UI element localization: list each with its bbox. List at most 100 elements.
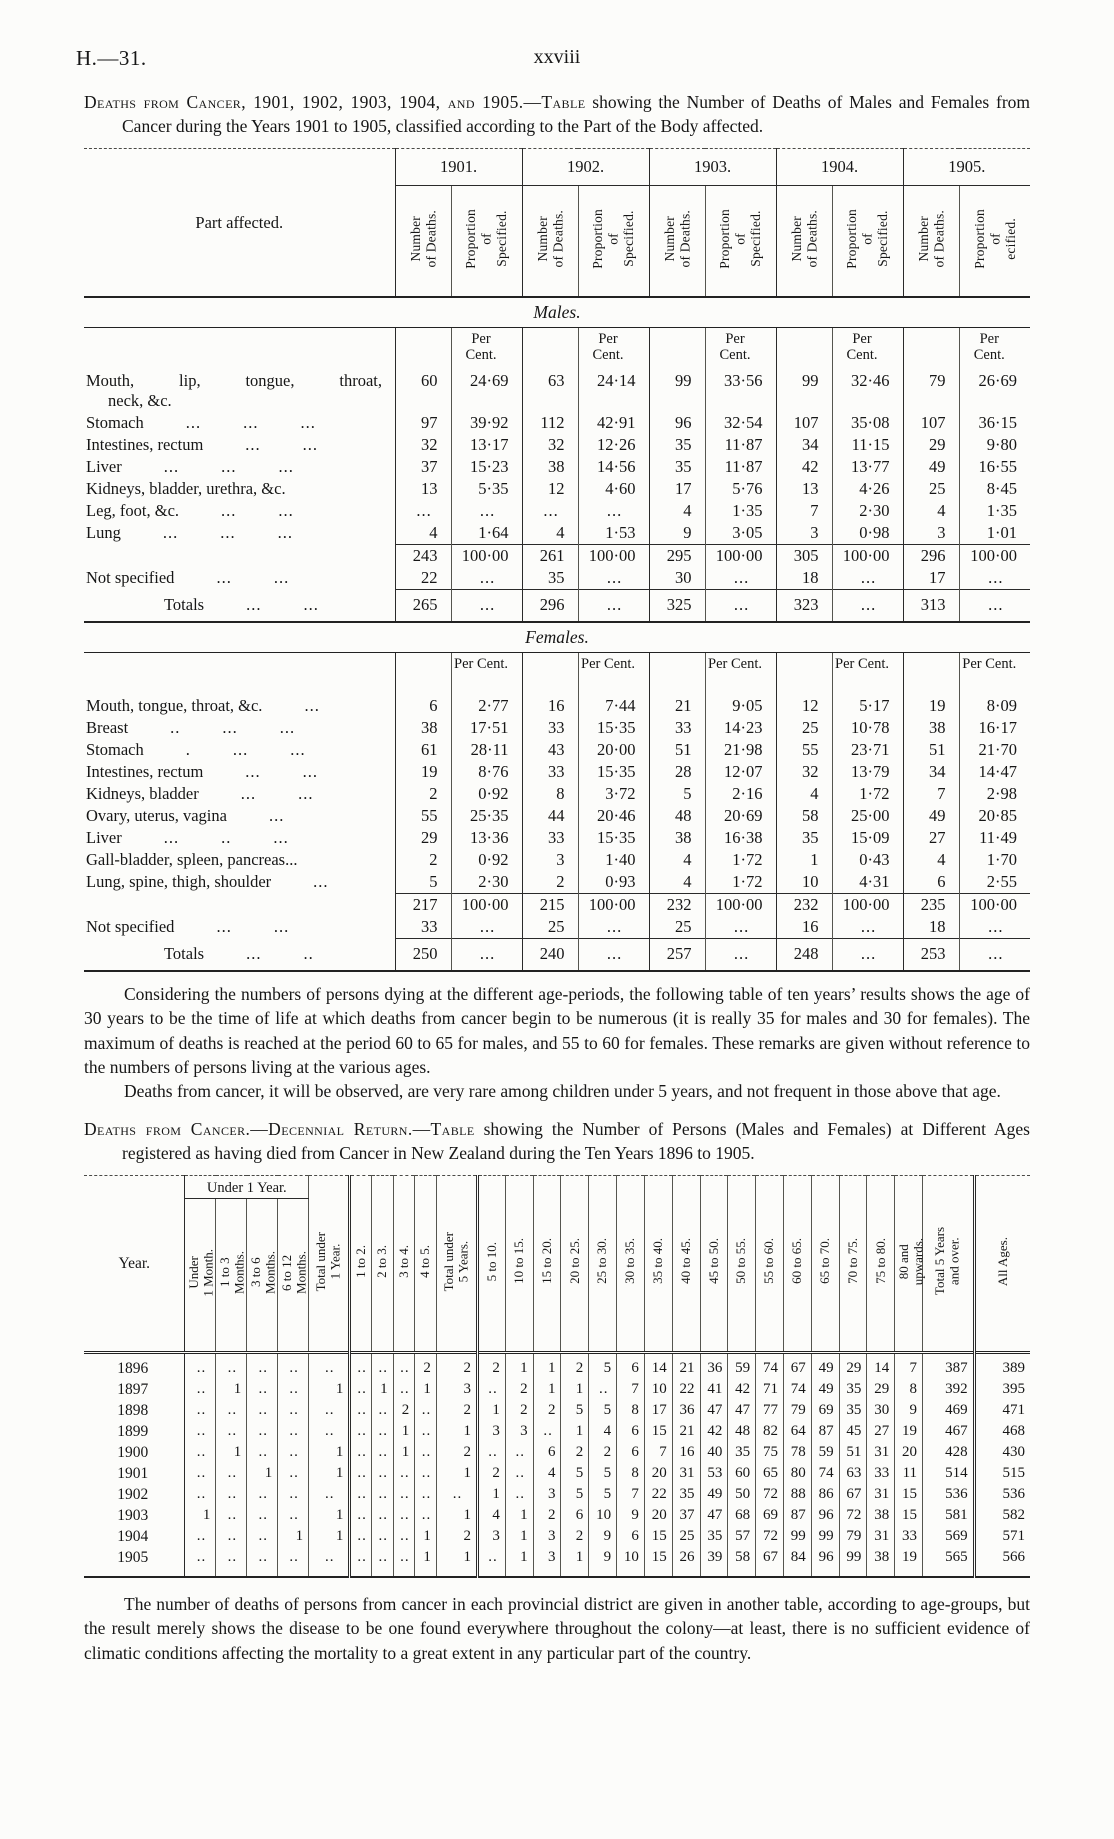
value-cell: 7 [616,1485,645,1507]
value-cell: 4 [902,849,959,872]
age-rotated-header: 40 to 45. [671,1175,701,1353]
value-cell: 15·23 [450,456,522,479]
table2-caption: Deaths from Cancer.—Decennial Return.—Ta… [84,1117,1030,1165]
value-cell: .. [246,1506,278,1528]
age-rotated-label: 2 to 3. [373,1244,389,1278]
value-cell: .. [348,1464,372,1486]
value-cell: 16·55 [958,456,1030,479]
value-cell: 240 [521,938,578,972]
age-rotated-header: 80 and upwards. [894,1175,926,1353]
value-cell: 50 [727,1485,756,1507]
value-cell: .. [277,1380,309,1402]
value-cell: 87 [782,1506,812,1528]
value-cell: 3 [532,1527,561,1549]
year-header: 1902. [521,148,649,187]
value-cell: 11 [894,1464,923,1486]
value-cell: 29 [394,827,451,850]
value-cell: 80 [782,1464,812,1486]
dot-leader: .. [303,943,314,963]
dot-leader: ... [245,435,261,455]
percent-label-cell: Per Cent. [831,652,903,696]
value-cell: 33·56 [704,370,776,413]
value-cell [775,327,832,371]
age-rotated-label: 75 to 80. [872,1238,888,1285]
value-cell: .. [215,1422,247,1444]
dot-leader: ... [245,762,261,782]
part-label-cell [84,652,396,696]
value-cell: 395 [972,1380,1030,1402]
part-label: Ovary, uterus, vagina [86,806,227,826]
value-cell: 1 [308,1443,350,1465]
value-cell: ... [704,567,776,590]
value-cell [521,327,578,371]
value-cell: .. [370,1548,394,1578]
age-rotated-header: 45 to 50. [699,1175,728,1353]
value-cell: 24·14 [577,370,649,413]
value-cell: 9·80 [958,434,1030,457]
part-label-cell: Ovary, uterus, vagina... [84,805,396,828]
value-cell: 10 [775,871,832,894]
value-cell: 15 [894,1506,923,1528]
deaths-rotated-header: Number of Deaths. [648,185,705,298]
percent-label: Per Cent. [846,331,878,364]
value-cell: 325 [648,589,705,623]
value-cell: 82 [755,1422,784,1444]
value-cell: 536 [922,1485,975,1507]
value-cell: 4·31 [831,871,903,894]
value-cell: 2·30 [831,500,903,523]
value-cell: 35 [838,1401,867,1423]
value-cell: 96 [810,1506,840,1528]
value-cell: 5·76 [704,478,776,501]
age-rotated-header: 65 to 70. [810,1175,840,1353]
value-cell: .. [277,1352,309,1381]
value-cell: .. [246,1485,278,1507]
value-cell: 79 [902,370,959,413]
part-label: Intestines, rectum [86,762,204,782]
value-cell: 569 [922,1527,975,1549]
age-rotated-label: 3 to 4. [395,1244,411,1278]
value-cell: .. [414,1506,437,1528]
value-cell: 16 [671,1443,701,1465]
value-cell: 3·72 [577,783,649,806]
value-cell: 10·78 [831,717,903,740]
table-row: 1903 1...... 1........ 1 4 1 2 6 10 9 20 37 47 68 69 87… [84,1506,1030,1528]
part-label-cell: Gall-bladder, spleen, pancreas... [84,849,396,872]
value-cell: 29 [838,1352,867,1381]
value-cell: 5 [588,1401,617,1423]
value-cell: .. [414,1443,437,1465]
age-rotated-label: 20 to 25. [566,1238,582,1285]
value-cell: .. [184,1443,216,1465]
value-cell: 39·92 [450,412,522,435]
value-cell: 25 [671,1527,701,1549]
value-cell: 86 [810,1485,840,1507]
value-cell: 14·56 [577,456,649,479]
value-cell [902,652,959,696]
part-label-cell: Breast........ [84,717,396,740]
subtotal-row: 243 100·00 261 100·00 295 100·00 305 100·00 296 1… [84,544,1030,568]
value-cell: 235 [902,893,959,917]
commentary-block: Considering the numbers of persons dying… [84,982,1030,1103]
totals-label: Totals [164,943,205,963]
value-cell: 11·87 [704,434,776,457]
value-cell: 25 [648,916,705,939]
value-cell: .. [504,1464,534,1486]
value-cell: 59 [727,1352,756,1381]
value-cell: 4·26 [831,478,903,501]
value-cell: 55 [394,805,451,828]
part-label-cell [84,544,396,568]
value-cell: 14·23 [704,717,776,740]
age-rotated-label: 1 to 2. [352,1244,368,1278]
value-cell: 1·70 [958,849,1030,872]
value-cell: 20·00 [577,739,649,762]
value-cell: 22 [643,1485,673,1507]
value-cell: ... [958,916,1030,939]
age-rotated-label: 4 to 5. [417,1244,433,1278]
value-cell: 4 [902,500,959,523]
not-specified-row: Not specified...... 33... 25... 25... 16... 1… [84,916,1030,939]
value-cell: .. [246,1548,278,1578]
value-cell: 49 [810,1352,840,1381]
value-cell: ... [958,567,1030,590]
value-cell: ... [704,916,776,939]
percent-header-row: Per Cent. Per Cent. Per Cent. Per Cent. Per Cent. [84,327,1030,371]
value-cell: 1 [435,1548,478,1578]
